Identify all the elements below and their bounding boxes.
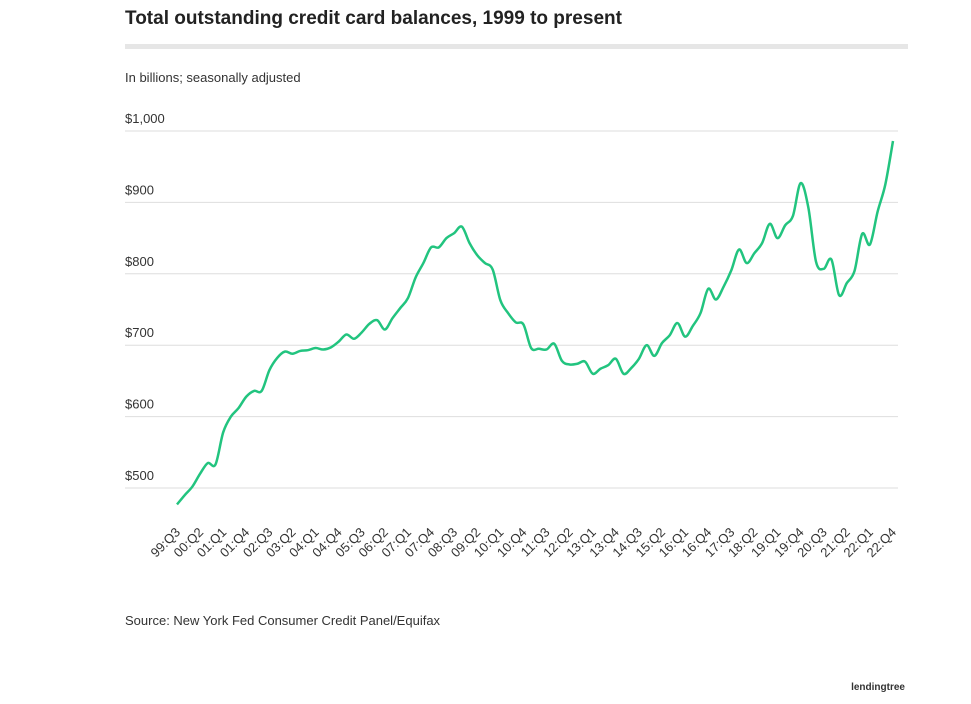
- title-rule: [125, 44, 908, 49]
- source-note: Source: New York Fed Consumer Credit Pan…: [125, 613, 441, 628]
- data-line: [176, 140, 895, 506]
- y-tick-label: $900: [125, 182, 154, 197]
- chart-title: Total outstanding credit card balances, …: [125, 8, 623, 29]
- y-tick-label: $800: [125, 254, 154, 269]
- chart-subtitle: In billions; seasonally adjusted: [125, 70, 301, 85]
- y-tick-label: $500: [125, 468, 154, 483]
- y-tick-label: $1,000: [125, 111, 165, 126]
- y-tick-label: $600: [125, 397, 154, 412]
- logo: lendingtree: [851, 682, 905, 693]
- y-tick-label: $700: [125, 325, 154, 340]
